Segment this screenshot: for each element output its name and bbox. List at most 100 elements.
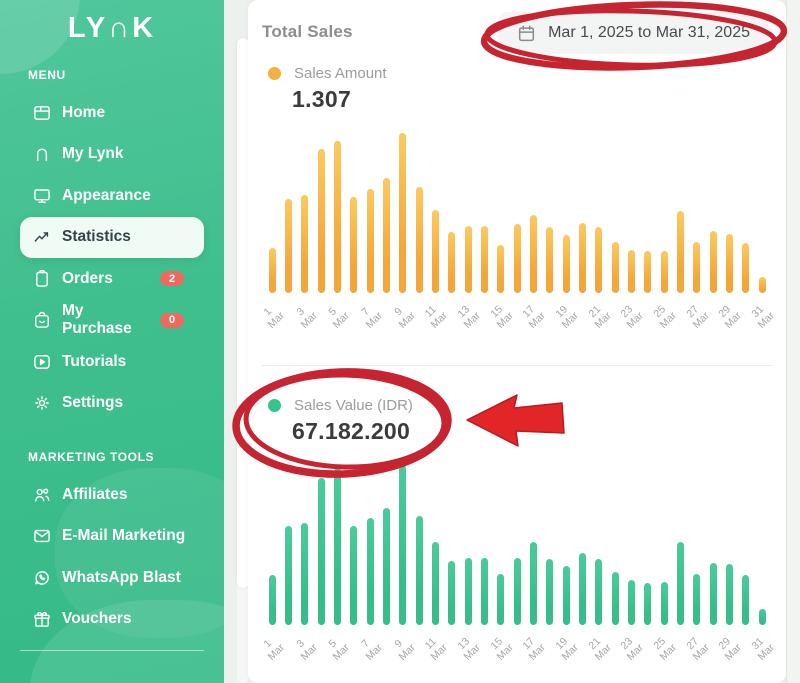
sidebar-item-email-marketing[interactable]: E-Mail Marketing [20,516,204,558]
bar-slot [738,243,754,293]
sidebar: LY∩K MENU Home My Lynk Appearance Statistics… [0,0,224,683]
sidebar-item-my-purchase[interactable]: My Purchase 0 [20,300,204,342]
bar-day-28[interactable] [709,231,717,293]
bar-day-7[interactable] [366,518,374,625]
bar-day-19[interactable] [562,566,570,625]
bar-slot [672,211,688,293]
bar-day-19[interactable] [562,235,570,293]
sidebar-item-orders[interactable]: Orders 2 [20,258,204,300]
bar-day-20[interactable] [578,553,586,625]
bar-day-9[interactable] [399,465,407,625]
bar-day-8[interactable] [382,178,390,293]
bar-day-24[interactable] [644,583,652,625]
sidebar-item-label: Affiliates [62,485,128,503]
bar-slot [297,523,313,625]
bar-day-28[interactable] [709,563,717,625]
bar-day-17[interactable] [529,542,537,625]
bar-day-10[interactable] [415,516,423,625]
bar-day-8[interactable] [382,508,390,625]
sidebar-item-tutorials[interactable]: Tutorials [20,341,204,383]
tick-slot [509,627,525,681]
bar-day-17[interactable] [529,215,537,293]
bar-day-10[interactable] [415,187,423,293]
bar-day-4[interactable] [317,149,325,293]
bar-day-11[interactable] [431,210,439,293]
tick-slot [411,295,427,349]
bar-day-5[interactable] [333,468,341,625]
bar-day-24[interactable] [644,251,652,293]
bar-day-12[interactable] [448,232,456,293]
bar-day-21[interactable] [595,227,603,293]
bar-slot [395,133,411,293]
bar-day-26[interactable] [676,542,684,625]
bar-day-4[interactable] [317,478,325,625]
tick-slot [444,295,460,349]
gift-icon [32,609,52,629]
bar-day-25[interactable] [660,582,668,625]
bar-day-1[interactable] [268,248,276,293]
bar-day-7[interactable] [366,189,374,293]
bar-day-25[interactable] [660,251,668,293]
bar-slot [558,235,574,293]
sidebar-item-my-lynk[interactable]: My Lynk [20,134,204,176]
bar-day-18[interactable] [546,227,554,293]
bar-day-20[interactable] [578,223,586,293]
bar-day-6[interactable] [350,197,358,293]
bar-day-15[interactable] [497,245,505,293]
sidebar-item-label: My Lynk [62,145,124,163]
sidebar-item-affiliates[interactable]: Affiliates [20,474,204,516]
bar-day-11[interactable] [431,542,439,625]
bar-day-30[interactable] [742,243,750,293]
bar-day-23[interactable] [627,580,635,625]
date-range-picker[interactable]: Mar 1, 2025 to Mar 31, 2025 [498,12,768,54]
bar-day-30[interactable] [742,575,750,625]
bar-day-29[interactable] [725,234,733,293]
bar-day-2[interactable] [284,526,292,625]
sidebar-item-home[interactable]: Home [20,92,204,134]
sidebar-item-statistics[interactable]: Statistics [20,216,204,258]
bar-day-26[interactable] [676,211,684,293]
bar-day-27[interactable] [693,242,701,293]
tick-slot: 27 Mar [684,295,712,349]
bar-day-5[interactable] [333,141,341,293]
bar-day-21[interactable] [595,559,603,625]
bar-slot [297,195,313,293]
bar-day-13[interactable] [464,558,472,625]
bar-slot [721,234,737,293]
bar-day-31[interactable] [758,277,766,293]
bar-day-27[interactable] [693,574,701,625]
page-scrollbar-track[interactable] [786,0,800,683]
bar-day-14[interactable] [480,226,488,293]
bars-sales-value [264,460,770,625]
bar-day-2[interactable] [284,199,292,293]
bar-day-16[interactable] [513,558,521,625]
arch-icon [32,144,52,164]
bar-day-6[interactable] [350,526,358,625]
bar-day-9[interactable] [399,133,407,293]
bar-day-12[interactable] [448,561,456,625]
sidebar-item-whatsapp-blast[interactable]: WhatsApp Blast [20,557,204,599]
bar-slot [411,187,427,293]
bar-day-13[interactable] [464,226,472,293]
bar-day-15[interactable] [497,574,505,625]
bar-day-3[interactable] [301,195,309,293]
bar-day-18[interactable] [546,559,554,625]
bar-day-3[interactable] [301,523,309,625]
sidebar-item-settings[interactable]: Settings [20,383,204,425]
bar-slot [378,178,394,293]
bar-day-23[interactable] [627,250,635,293]
bar-day-16[interactable] [513,224,521,293]
bar-day-22[interactable] [611,572,619,625]
bar-day-1[interactable] [268,575,276,625]
bar-day-29[interactable] [725,564,733,625]
bar-slot [525,215,541,293]
sidebar-item-label: WhatsApp Blast [62,568,181,586]
lynk-logo[interactable]: LY∩K [67,12,157,44]
bar-slot [313,478,329,625]
bar-day-22[interactable] [611,242,619,293]
bar-day-14[interactable] [480,558,488,625]
chart-section-sales-amount: Sales Amount 1.307 1 Mar 3 Mar 5 Mar 7 Mar 9 Mar 1… [248,62,786,349]
sidebar-item-vouchers[interactable]: Vouchers [20,599,204,641]
bar-day-31[interactable] [758,609,766,625]
sidebar-item-appearance[interactable]: Appearance [20,175,204,217]
